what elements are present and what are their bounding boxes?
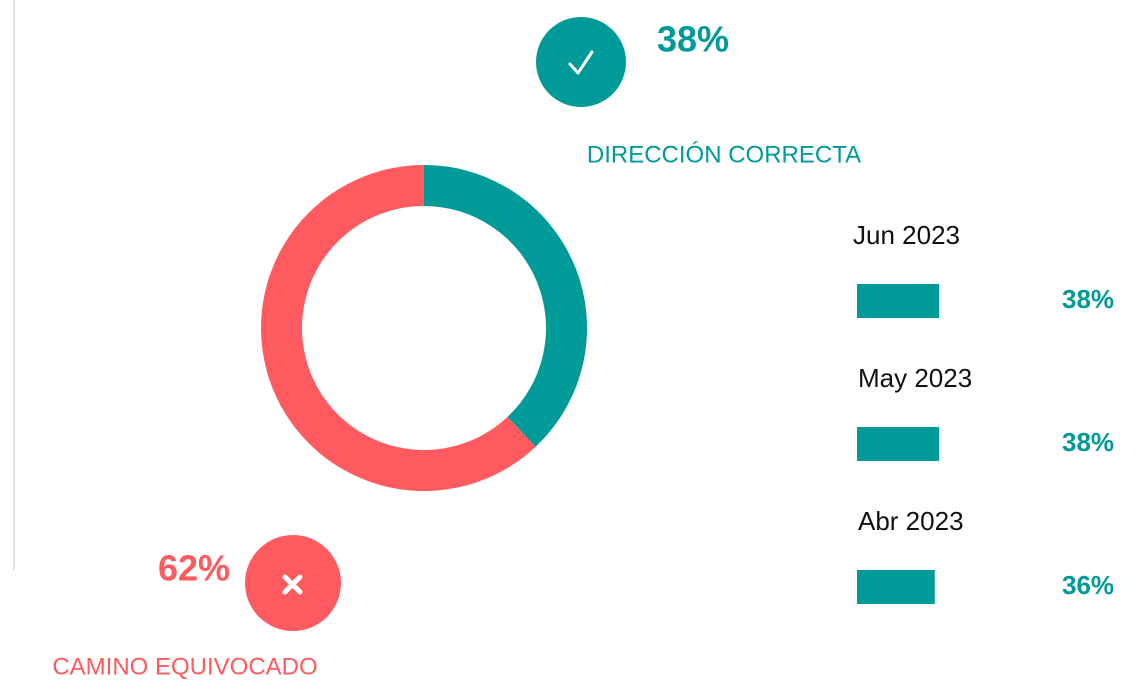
- status-icon-bg: [536, 17, 626, 107]
- category-label: CAMINO EQUIVOCADO: [52, 653, 317, 680]
- cross-icon: [282, 574, 303, 595]
- value-label: 38%: [657, 19, 729, 60]
- value-label: 62%: [158, 548, 230, 589]
- bar-category-label: Jun 2023: [853, 220, 960, 250]
- check-icon: [568, 50, 594, 75]
- bar-value-label: 36%: [1062, 570, 1114, 600]
- category-label: DIRECCIÓN CORRECTA: [587, 141, 861, 168]
- bar-category-label: Abr 2023: [858, 506, 964, 536]
- bar-category-label: May 2023: [858, 363, 972, 393]
- bar: [857, 570, 935, 604]
- bar: [857, 284, 940, 318]
- bar: [857, 427, 940, 461]
- bar-value-label: 38%: [1062, 427, 1114, 457]
- donut-segment: [424, 165, 587, 447]
- donut-segment: [260, 165, 536, 491]
- bar-value-label: 38%: [1062, 284, 1114, 314]
